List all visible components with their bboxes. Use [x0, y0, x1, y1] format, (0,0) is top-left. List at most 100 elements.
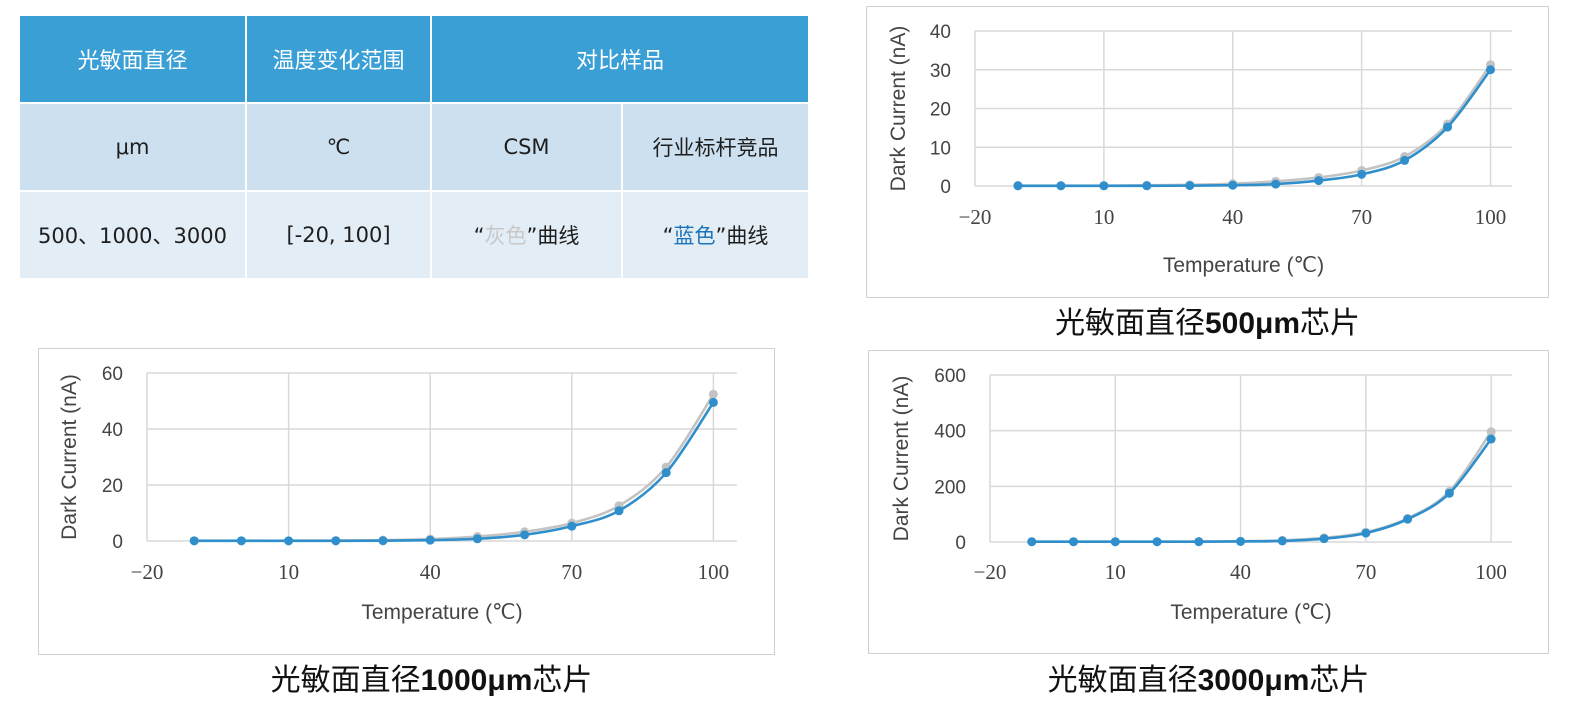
data-point-blue — [1271, 179, 1281, 189]
data-point-blue — [1110, 537, 1120, 547]
x-tick-label: −20 — [959, 205, 992, 229]
caption-1000um-suffix: 芯片 — [532, 663, 593, 698]
caption-1000um: 光敏面直径1000μm芯片 — [38, 655, 825, 699]
x-axis-label: Temperature (℃) — [1170, 601, 1331, 624]
gray-word: 灰色 — [484, 224, 527, 248]
series-line-blue — [1017, 68, 1492, 188]
x-tick-label: 100 — [1475, 560, 1507, 584]
y-tick-label: 40 — [930, 22, 951, 43]
value-blue-curve: “蓝色”曲线 — [621, 190, 810, 280]
x-tick-label: 70 — [561, 560, 582, 584]
data-point-blue — [1228, 180, 1238, 190]
caption-500um: 光敏面直径500μm芯片 — [866, 298, 1549, 342]
data-point-blue — [1486, 434, 1496, 444]
blue-word: 蓝色 — [673, 224, 716, 248]
y-tick-label: 400 — [934, 422, 966, 443]
data-point-blue — [520, 530, 530, 540]
data-point-blue — [1013, 181, 1023, 191]
data-point-blue — [708, 397, 718, 407]
unit-temp: ℃ — [245, 102, 432, 192]
data-point-blue — [1194, 537, 1204, 547]
x-tick-label: 10 — [1105, 560, 1126, 584]
x-axis-label: Temperature (℃) — [361, 601, 522, 624]
x-tick-label: 100 — [1475, 205, 1507, 229]
data-point-blue — [1361, 528, 1371, 538]
y-tick-label: 30 — [930, 61, 951, 82]
y-tick-label: 0 — [940, 177, 951, 198]
data-point-blue — [567, 521, 577, 531]
data-point-blue — [1069, 537, 1079, 547]
x-tick-label: 100 — [698, 560, 730, 584]
caption-500um-size: 500μm — [1204, 307, 1301, 340]
x-tick-label: −20 — [131, 560, 164, 584]
data-point-blue — [284, 536, 294, 546]
y-tick-label: 20 — [102, 476, 123, 497]
chart-500um: 0 10 20 30 40 −20 10 40 70 100 Temperature (℃) Dark… — [866, 6, 1549, 298]
x-tick-label: 10 — [1093, 205, 1114, 229]
sample-benchmark: 行业标杆竞品 — [621, 102, 810, 192]
data-point-blue — [1142, 181, 1152, 191]
data-point-blue — [661, 468, 671, 478]
data-point-blue — [1357, 169, 1367, 179]
caption-3000um: 光敏面直径3000μm芯片 — [868, 655, 1549, 699]
caption-500um-suffix: 芯片 — [1300, 306, 1361, 341]
header-temp-range: 温度变化范围 — [245, 14, 432, 104]
data-point-gray — [1486, 427, 1496, 437]
chart-500um-svg: 0 10 20 30 40 −20 10 40 70 100 Temperature (℃) Dark… — [887, 22, 1512, 277]
data-point-blue — [1099, 181, 1109, 191]
y-axis-label: Dark Current (nA) — [890, 376, 913, 542]
caption-1000um-size: 1000μm — [420, 664, 533, 697]
data-point-blue — [1185, 181, 1195, 191]
x-tick-label: 70 — [1351, 205, 1372, 229]
data-point-blue — [1319, 534, 1329, 544]
caption-1000um-prefix: 光敏面直径 — [270, 663, 421, 698]
sample-csm: CSM — [430, 102, 623, 192]
series-line-gray — [194, 393, 715, 543]
series-line-blue — [1031, 438, 1493, 544]
data-point-blue — [189, 536, 199, 546]
x-tick-label: 40 — [1230, 560, 1251, 584]
data-point-blue — [1443, 122, 1453, 132]
data-point-gray — [708, 389, 718, 399]
chart-1000um: 0 20 40 60 −20 10 40 70 100 Temperature (℃) Dark C… — [38, 348, 775, 655]
y-axis-label: Dark Current (nA) — [58, 374, 81, 540]
data-point-blue — [1444, 488, 1454, 498]
value-gray-curve: “灰色”曲线 — [430, 190, 623, 280]
unit-diameter: μm — [18, 102, 247, 192]
data-point-blue — [472, 534, 482, 544]
data-point-blue — [1400, 155, 1410, 165]
blue-close-text: ”曲线 — [715, 224, 769, 248]
data-point-blue — [1403, 514, 1413, 524]
x-tick-label: −20 — [974, 560, 1007, 584]
table-values-row: 500、1000、3000 [-20, 100] “灰色”曲线 “蓝色”曲线 — [18, 190, 810, 280]
data-point-blue — [1027, 537, 1037, 547]
value-diameters: 500、1000、3000 — [18, 190, 247, 280]
y-tick-label: 40 — [102, 420, 123, 441]
y-tick-label: 0 — [112, 532, 123, 553]
chart-3000um-svg: 0 200 400 600 −20 10 40 70 100 Temperature (℃) Dar… — [890, 366, 1512, 624]
data-point-blue — [331, 536, 341, 546]
data-point-blue — [1056, 181, 1066, 191]
data-point-blue — [1152, 537, 1162, 547]
data-point-blue — [1277, 536, 1287, 546]
value-range: [-20, 100] — [245, 190, 432, 280]
comparison-table: 光敏面直径 温度变化范围 对比样品 μm ℃ CSM 行业标杆竞品 500、10… — [18, 14, 810, 280]
series-line-gray — [1017, 63, 1492, 187]
y-tick-label: 0 — [955, 533, 966, 554]
gray-close-text: ”曲线 — [526, 224, 580, 248]
blue-open-quote: “ — [662, 224, 674, 248]
series-line-blue — [194, 401, 715, 543]
table-units-row: μm ℃ CSM 行业标杆竞品 — [18, 102, 810, 192]
data-point-blue — [378, 536, 388, 546]
header-diameter: 光敏面直径 — [18, 14, 247, 104]
y-tick-label: 20 — [930, 100, 951, 121]
gray-open-quote: “ — [473, 224, 485, 248]
chart-3000um: 0 200 400 600 −20 10 40 70 100 Temperature (℃) Dar… — [868, 350, 1549, 654]
data-point-blue — [1236, 536, 1246, 546]
y-tick-label: 60 — [102, 364, 123, 385]
chart-1000um-svg: 0 20 40 60 −20 10 40 70 100 Temperature (℃) Dark C… — [58, 364, 737, 624]
caption-3000um-prefix: 光敏面直径 — [1047, 663, 1198, 698]
data-point-blue — [236, 536, 246, 546]
header-samples: 对比样品 — [430, 14, 810, 104]
x-tick-label: 40 — [1222, 205, 1243, 229]
